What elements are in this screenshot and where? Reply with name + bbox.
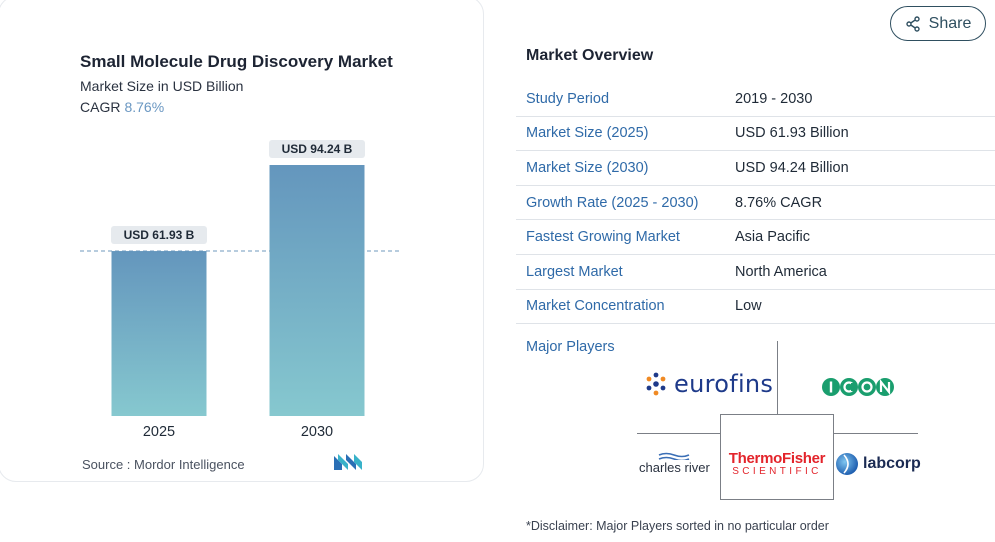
bar-chart: USD 61.93 B 2025 USD 94.24 B 2030: [80, 140, 400, 440]
row-value: 2019 - 2030: [735, 90, 813, 107]
data-label: USD 61.93 B: [124, 228, 195, 242]
row-label[interactable]: Largest Market: [526, 263, 623, 280]
x-tick-label: 2030: [301, 424, 333, 440]
thermo-fisher-text: ThermoFisher: [728, 450, 826, 467]
row-value: North America: [735, 263, 827, 280]
bar-2030: [269, 165, 365, 416]
eurofins-dots-icon: [646, 372, 666, 396]
eurofins-text: eurofins: [674, 370, 774, 398]
mordor-intelligence-logo: [334, 454, 362, 470]
overview-title: Market Overview: [526, 47, 654, 64]
labcorp-text: labcorp: [863, 455, 921, 472]
row-label[interactable]: Market Size (2030): [526, 159, 649, 176]
row-label[interactable]: Fastest Growing Market: [526, 229, 680, 246]
row-label[interactable]: Study Period: [526, 90, 610, 107]
chart-source: Source : Mordor Intelligence: [82, 457, 245, 472]
share-button[interactable]: Share: [890, 6, 986, 41]
row-label[interactable]: Market Size (2025): [526, 125, 649, 142]
chart-cagr: CAGR 8.76%: [80, 99, 164, 115]
x-tick-label: 2025: [143, 424, 175, 440]
charles-river-wave-icon: [659, 452, 690, 460]
chart-card: [0, 0, 484, 482]
labcorp-logo: labcorp: [835, 452, 921, 476]
grid-divider: [637, 433, 720, 434]
cagr-value: 8.76%: [124, 99, 165, 115]
center-logo-box: [720, 414, 834, 500]
disclaimer: *Disclaimer: Major Players sorted in no …: [526, 519, 829, 533]
grid-divider: [777, 341, 778, 414]
cagr-label: CAGR: [80, 99, 121, 115]
share-label: Share: [928, 14, 972, 32]
row-value: Asia Pacific: [735, 229, 810, 246]
overview-row-market-size-2030: Market Size (2030) USD 94.24 Billion: [516, 151, 995, 186]
overview-row-largest-market: Largest Market North America: [516, 255, 995, 290]
data-label-bg: [111, 226, 207, 245]
row-label[interactable]: Growth Rate (2025 - 2030): [526, 194, 699, 211]
row-value: USD 61.93 Billion: [735, 125, 849, 142]
charles-river-logo: charles river: [639, 452, 710, 475]
overview-table: Study Period 2019 - 2030 Market Size (20…: [516, 82, 995, 325]
row-value: Low: [735, 298, 762, 315]
overview-row-concentration: Market Concentration Low: [516, 290, 995, 325]
major-players-label[interactable]: Major Players: [526, 339, 615, 355]
overview-row-growth-rate: Growth Rate (2025 - 2030) 8.76% CAGR: [516, 186, 995, 221]
labcorp-globe-icon: [836, 453, 858, 475]
chart-title: Small Molecule Drug Discovery Market: [80, 52, 393, 71]
overview-row-study-period: Study Period 2019 - 2030: [516, 82, 995, 117]
bar-2025: [111, 251, 207, 416]
thermo-scientific-text: SCIENTIFIC: [732, 466, 822, 477]
row-value: 8.76% CAGR: [735, 194, 823, 211]
charles-river-text: charles river: [639, 460, 710, 475]
overview-row-market-size-2025: Market Size (2025) USD 61.93 Billion: [516, 117, 995, 152]
row-value: USD 94.24 Billion: [735, 159, 849, 176]
icon-plc-logo: [822, 377, 894, 397]
chart-subtitle: Market Size in USD Billion: [80, 78, 244, 94]
grid-divider: [834, 433, 918, 434]
eurofins-logo: eurofins: [644, 370, 773, 398]
data-label-bg: [269, 140, 365, 158]
thermo-fisher-logo: ThermoFisher SCIENTIFIC: [724, 450, 830, 477]
overview-row-fastest-growing: Fastest Growing Market Asia Pacific: [516, 220, 995, 255]
data-label: USD 94.24 B: [282, 142, 353, 156]
icon-plc-mark: [822, 378, 894, 396]
share-icon: [905, 15, 920, 32]
row-label[interactable]: Market Concentration: [526, 298, 665, 315]
